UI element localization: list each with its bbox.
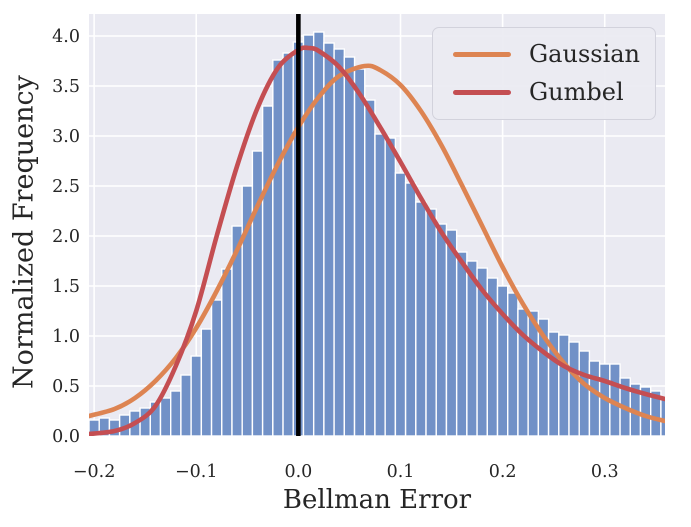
histogram-bar [343, 56, 356, 436]
histogram-bar [200, 328, 213, 436]
histogram-bar [445, 229, 458, 436]
x-tick-label: −0.2 [73, 462, 116, 482]
y-tick-label: 0.0 [52, 427, 80, 447]
histogram-bar [333, 48, 346, 436]
y-tick-label: 3.5 [52, 77, 80, 97]
histogram-bar [159, 397, 172, 436]
legend-entry-gumbel: Gumbel [439, 73, 649, 111]
x-tick-label: 0.2 [489, 462, 517, 482]
gaussian-line-swatch [453, 51, 511, 57]
histogram-bar [578, 350, 591, 436]
y-tick-label: 4.0 [52, 27, 80, 47]
y-axis-label: Normalized Frequency [8, 75, 40, 389]
y-tick-label: 3.0 [52, 127, 80, 147]
histogram-bar [190, 355, 203, 436]
histogram-bar [221, 268, 233, 436]
histogram-bar [180, 374, 192, 436]
y-tick-label: 1.0 [52, 327, 80, 347]
histogram-bar [302, 34, 315, 436]
legend-entry-gaussian: Gaussian [439, 35, 649, 73]
histogram-bar [374, 133, 386, 436]
histogram-bar [455, 251, 468, 436]
x-axis-label: Bellman Error [282, 485, 472, 515]
legend-label-gumbel: Gumbel [529, 78, 624, 107]
x-tick-label: −0.1 [175, 462, 218, 482]
x-tick-label: 0.1 [387, 462, 415, 482]
legend-label-gaussian: Gaussian [529, 40, 641, 68]
histogram-bar [282, 52, 294, 436]
histogram-bar [170, 390, 182, 436]
y-tick-label: 2.0 [52, 227, 80, 247]
y-tick-label: 0.5 [52, 377, 80, 397]
zero-vline [296, 14, 301, 436]
x-tick-label: 0.3 [591, 462, 619, 482]
histogram-bar [404, 182, 417, 436]
histogram-bar [353, 68, 366, 436]
x-tick-label: 0.0 [284, 462, 312, 482]
histogram-bar [568, 341, 580, 436]
histogram-bar [517, 308, 529, 436]
histogram-bar [272, 59, 284, 436]
histogram-bar [261, 105, 274, 436]
histogram-bar [364, 99, 376, 436]
histogram-bar [435, 223, 448, 436]
y-tick-label: 2.5 [52, 177, 80, 197]
histogram-bar [660, 396, 665, 436]
histogram-bar [425, 208, 437, 436]
histogram-bar [466, 260, 478, 436]
gumbel-line-swatch [453, 90, 511, 96]
legend: Gaussian Gumbel [432, 27, 656, 120]
histogram-bar [384, 137, 397, 436]
gumbel-curve [89, 45, 665, 436]
histogram-bar [210, 299, 223, 436]
y-tick-label: 1.5 [52, 277, 80, 297]
histogram-bar [588, 360, 601, 436]
histogram-bar [394, 172, 407, 436]
histogram-bar [415, 201, 427, 436]
histogram-bar [507, 292, 519, 436]
histogram-bar [558, 334, 570, 436]
histogram-bar [323, 42, 335, 436]
